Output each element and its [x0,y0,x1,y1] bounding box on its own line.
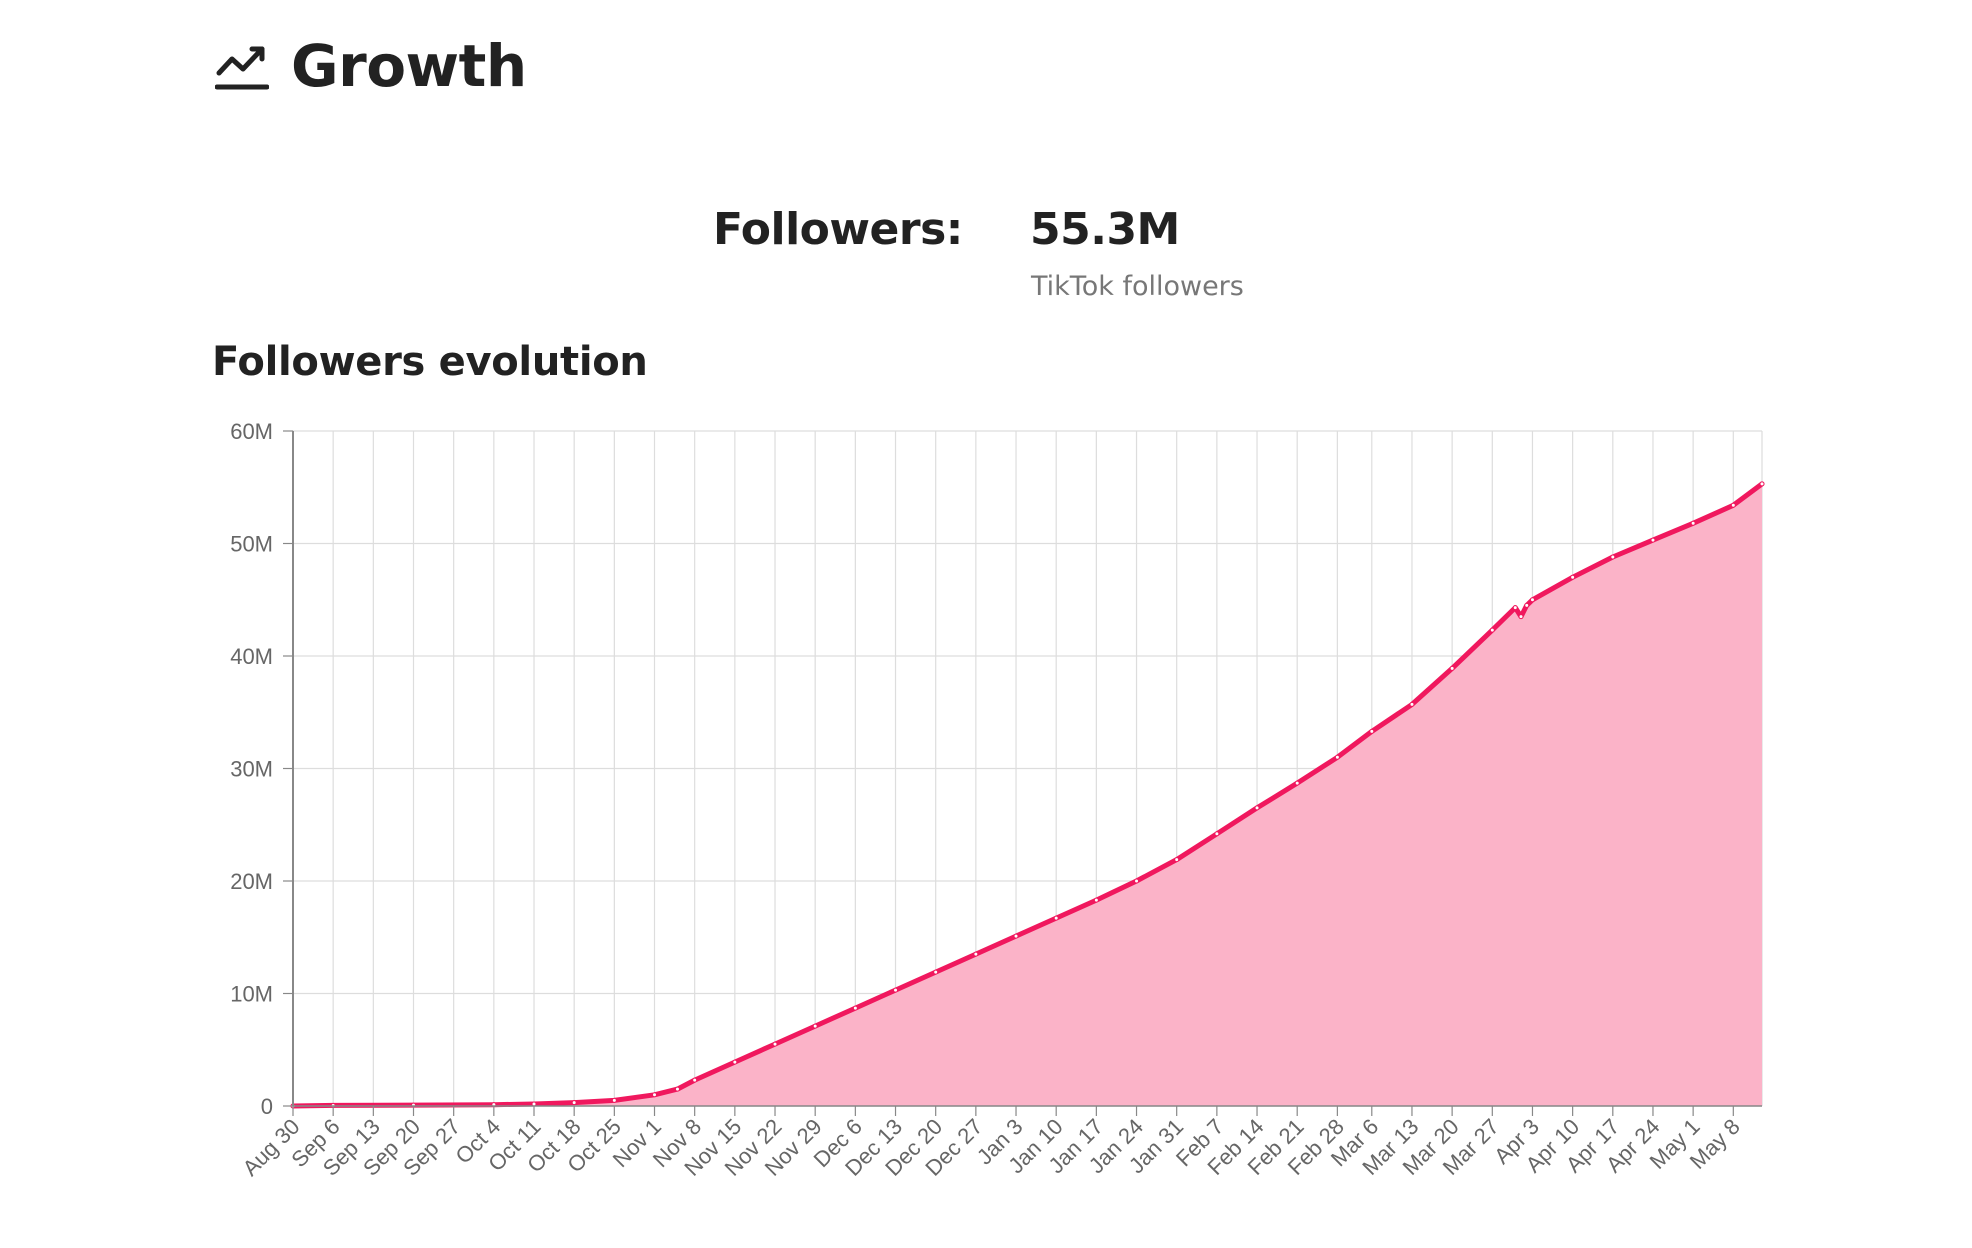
y-tick-label: 60M [230,419,273,444]
data-point [973,951,979,957]
x-tick-label: Jan 17 [1044,1114,1108,1178]
x-tick-label: Oct 25 [562,1114,626,1178]
y-tick-label: 40M [230,644,273,669]
x-tick-label: Mar 6 [1326,1114,1383,1171]
data-point [674,1086,680,1092]
x-tick-label: Jan 31 [1124,1114,1188,1178]
page-title: Growth [291,32,527,100]
data-point [893,987,899,993]
x-tick-label: Nov 8 [648,1114,706,1172]
data-point [1650,537,1656,543]
data-point [1174,857,1180,863]
section-header: Growth [215,26,527,106]
data-point [1759,481,1765,487]
followers-sublabel: TikTok followers [1031,271,1244,302]
x-tick-label: Sep 13 [318,1114,385,1181]
data-point [1334,754,1340,760]
x-tick-label: Nov 29 [760,1114,827,1181]
x-tick-label: Sep 27 [398,1114,465,1181]
data-point [692,1077,698,1083]
x-tick-label: Nov 15 [679,1114,746,1181]
data-point [611,1097,617,1103]
data-point [1512,605,1518,611]
series-line [290,481,1765,1109]
x-tick-label: Jan 24 [1084,1114,1148,1178]
data-point [1409,701,1415,707]
data-point [732,1059,738,1065]
x-tick-label: Nov 1 [608,1114,666,1172]
chart-title: Followers evolution [212,339,648,385]
x-tick-label: May 8 [1685,1114,1745,1174]
data-point [933,969,939,975]
x-tick-label: Jan 3 [972,1114,1028,1170]
data-point [852,1005,858,1011]
data-point [411,1102,417,1108]
data-point [1093,897,1099,903]
x-tick-label: Feb 28 [1283,1114,1349,1180]
chart-grid [292,430,1763,1107]
data-point [772,1041,778,1047]
x-tick-label: Oct 18 [522,1114,586,1178]
data-point [812,1023,818,1029]
x-tick-label: Jan 10 [1003,1114,1067,1178]
y-tick-label: 30M [230,757,273,782]
data-point [290,1103,296,1109]
data-point [1053,915,1059,921]
x-tick-label: Mar 20 [1398,1114,1464,1180]
x-tick-label: Dec 20 [880,1114,947,1181]
data-point [531,1101,537,1107]
data-point [1254,805,1260,811]
data-point [1369,728,1375,734]
data-point [1570,574,1576,580]
data-point [1134,878,1140,884]
x-tick-label: Apr 17 [1561,1114,1625,1178]
data-point [1518,614,1524,620]
x-tick-label: Apr 10 [1521,1114,1585,1178]
series-area [293,483,1762,1106]
x-tick-label: Feb 21 [1243,1114,1309,1180]
x-tick-label: Apr 24 [1601,1114,1665,1178]
y-tick-label: 50M [230,532,273,557]
x-tick-label: Nov 22 [720,1114,787,1181]
chart-area-layer [290,481,1765,1109]
data-point [491,1102,497,1108]
data-point [1610,554,1616,560]
y-tick-label: 10M [230,982,273,1007]
followers-value: 55.3M [1030,204,1180,255]
data-point [1524,602,1530,608]
data-point [1013,933,1019,939]
data-point [1294,780,1300,786]
data-point [1690,520,1696,526]
data-point [652,1092,658,1098]
x-tick-label: Sep 20 [358,1114,425,1181]
y-tick-label: 0 [261,1094,273,1119]
x-tick-label: May 1 [1645,1114,1705,1174]
trending-up-icon [215,46,269,90]
data-point [1529,597,1535,603]
x-tick-label: Feb 7 [1171,1114,1228,1171]
data-point [571,1100,577,1106]
x-tick-label: Dec 6 [809,1114,867,1172]
data-point [1730,502,1736,508]
x-tick-label: Feb 14 [1202,1114,1268,1180]
data-point [1449,665,1455,671]
x-tick-label: Apr 3 [1489,1114,1544,1169]
y-tick-label: 20M [230,869,273,894]
x-tick-label: Oct 4 [451,1114,506,1169]
data-point [1214,831,1220,837]
data-point [330,1102,336,1108]
x-tick-label: Sep 6 [286,1114,344,1172]
data-point [1489,627,1495,633]
x-tick-label: Dec 27 [920,1114,987,1181]
chart-axes [283,430,1762,1116]
x-tick-label: Mar 27 [1438,1114,1504,1180]
x-tick-label: Aug 30 [238,1114,305,1181]
x-tick-label: Dec 13 [840,1114,907,1181]
x-tick-label: Mar 13 [1357,1114,1423,1180]
x-tick-label: Oct 11 [483,1114,545,1176]
followers-label: Followers: [713,204,963,255]
